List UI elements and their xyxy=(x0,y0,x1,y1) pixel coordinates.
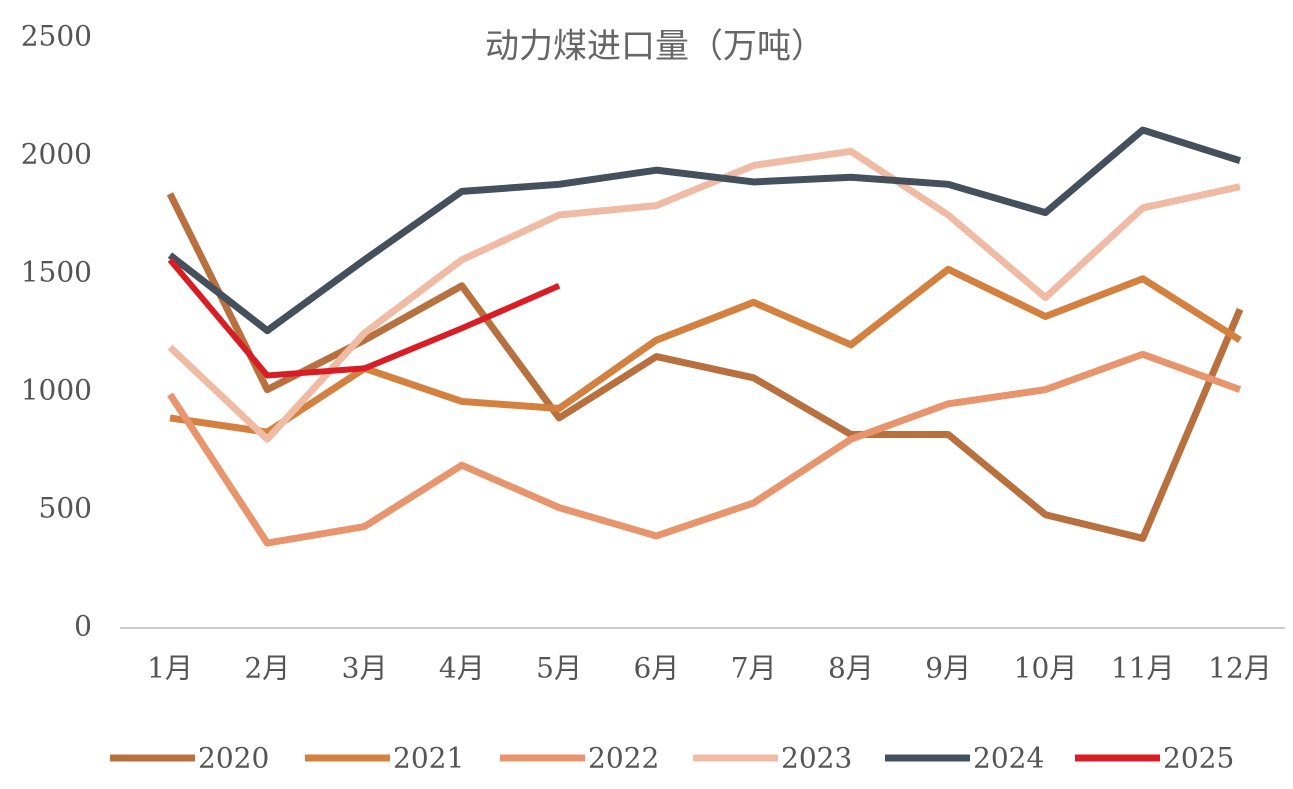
series-line xyxy=(167,147,1241,443)
x-tick-label: 11月 xyxy=(1111,652,1175,685)
series-line xyxy=(167,126,1242,335)
x-tick-label: 2月 xyxy=(244,652,290,685)
series-line xyxy=(167,350,1242,547)
y-tick-label: 1500 xyxy=(21,256,92,289)
x-tick-label: 9月 xyxy=(925,652,971,685)
x-tick-label: 1月 xyxy=(147,652,193,685)
x-tick-label: 6月 xyxy=(633,652,679,685)
x-tick-label: 3月 xyxy=(342,652,388,685)
legend-label: 2023 xyxy=(781,742,852,775)
y-tick-label: 0 xyxy=(74,610,92,643)
x-tick-label: 8月 xyxy=(828,652,874,685)
x-tick-label: 7月 xyxy=(731,652,777,685)
x-tick-label: 5月 xyxy=(536,652,582,685)
series-line xyxy=(169,265,1242,436)
y-tick-label: 1000 xyxy=(21,374,92,407)
legend-label: 2021 xyxy=(393,742,464,775)
chart-title: 动力煤进口量（万吨） xyxy=(485,27,825,67)
y-tick-label: 2000 xyxy=(21,138,92,171)
y-tick-label: 500 xyxy=(39,492,92,525)
x-tick-label: 10月 xyxy=(1014,652,1078,685)
legend-label: 2024 xyxy=(973,742,1044,775)
x-tick-label: 12月 xyxy=(1208,652,1272,685)
legend-label: 2022 xyxy=(588,742,659,775)
legend-label: 2025 xyxy=(1163,742,1234,775)
y-tick-label: 2500 xyxy=(21,20,92,53)
x-tick-label: 4月 xyxy=(439,652,485,685)
series-line xyxy=(167,257,561,379)
legend-label: 2020 xyxy=(198,742,269,775)
